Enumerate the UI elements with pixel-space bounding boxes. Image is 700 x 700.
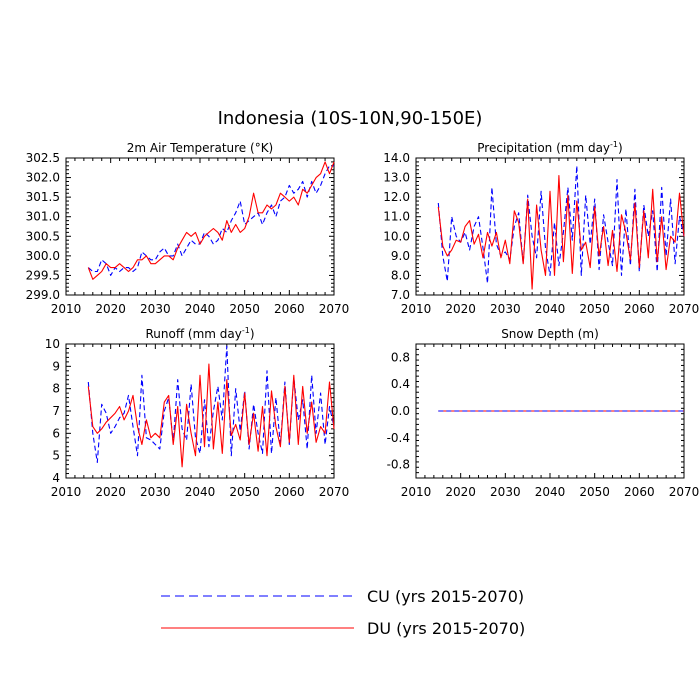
panels: 2m Air Temperature (°K) 2010 2020 2030 2040 2… <box>26 140 700 499</box>
x-tick-label: 2060 <box>624 302 655 316</box>
series-cu-line <box>87 165 334 276</box>
y-tick-label: 5 <box>52 449 60 463</box>
x-tick-label: 2010 <box>51 302 82 316</box>
x-tick-label: 2010 <box>401 302 432 316</box>
panel-title-superscript: -1 <box>242 326 250 335</box>
y-tick-label: 0.4 <box>391 377 410 391</box>
x-tick-label: 2030 <box>490 302 521 316</box>
x-tick-label: 2060 <box>624 485 655 499</box>
x-tick-label: 2070 <box>319 302 350 316</box>
x-tick-label: 2030 <box>490 485 521 499</box>
panel-title-suffix: ) <box>250 327 255 341</box>
plot-frame <box>65 343 335 479</box>
x-tick-label: 2070 <box>319 485 350 499</box>
panel-precipitation: Precipitation (mm day-1) 2010 2020 2030 2040… <box>383 140 699 316</box>
x-tick-label: 2070 <box>669 485 700 499</box>
x-tick-label: 2020 <box>95 302 126 316</box>
y-tick-label: 300.5 <box>26 229 60 243</box>
y-tick-label: 14.0 <box>383 151 410 165</box>
panel-runoff: Runoff (mm day-1) 2010 2020 2030 2040 2050 206… <box>45 326 350 499</box>
x-tick-label: 2060 <box>274 485 305 499</box>
y-tick-label: 0.8 <box>391 350 410 364</box>
y-tick-label: 9.0 <box>391 249 410 263</box>
x-tick-label: 2050 <box>579 302 610 316</box>
panel-snow: Snow Depth (m) 2010 2020 2030 2040 2050 2060 20… <box>387 327 700 499</box>
x-tick-label: 2040 <box>185 302 216 316</box>
figure-title: Indonesia (10S-10N,90-150E) <box>218 108 483 129</box>
y-tick-label: 10 <box>45 337 60 351</box>
y-tick-label: 300.0 <box>26 249 60 263</box>
x-tick-label: 2040 <box>185 485 216 499</box>
x-tick-label: 2050 <box>579 485 610 499</box>
x-tick-label: 2030 <box>140 485 171 499</box>
y-tick-label: 6 <box>52 426 60 440</box>
y-tick-label: -0.8 <box>387 458 410 472</box>
y-tick-label: 7.0 <box>391 288 410 302</box>
panel-title-text: Snow Depth (m) <box>501 327 599 341</box>
x-tick-label: 2040 <box>535 302 566 316</box>
series-du-line <box>87 363 335 468</box>
y-tick-label: 301.5 <box>26 190 60 204</box>
y-tick-label: 302.0 <box>26 171 60 185</box>
series-du-line <box>437 175 685 290</box>
panel-title-runoff: Runoff (mm day-1) <box>145 326 254 341</box>
y-tick-label: 9 <box>52 359 60 373</box>
x-tick-label: 2010 <box>51 485 82 499</box>
panel-title-text: Precipitation (mm day <box>477 141 610 155</box>
x-tick-label: 2020 <box>445 485 476 499</box>
panel-title-text: 2m Air Temperature (°K) <box>127 141 274 155</box>
legend-label-du: DU (yrs 2015-2070) <box>367 619 525 638</box>
panel-title-precipitation: Precipitation (mm day-1) <box>477 140 622 155</box>
y-tick-label: 299.5 <box>26 268 60 282</box>
panel-title-text: Runoff (mm day <box>145 327 241 341</box>
x-tick-label: 2030 <box>140 302 171 316</box>
y-tick-label: 10.0 <box>383 229 410 243</box>
x-tick-label: 2020 <box>95 485 126 499</box>
series-du-line <box>87 161 335 280</box>
y-tick-label: 13.0 <box>383 171 410 185</box>
panel-title-temperature: 2m Air Temperature (°K) <box>127 141 274 155</box>
y-tick-label: 0.0 <box>391 404 410 418</box>
legend: CU (yrs 2015-2070) DU (yrs 2015-2070) <box>161 587 525 638</box>
panel-title-suffix: ) <box>618 141 623 155</box>
y-tick-label: -0.4 <box>387 431 410 445</box>
x-tick-label: 2040 <box>535 485 566 499</box>
y-tick-label: 4 <box>52 471 60 485</box>
y-tick-label: 301.0 <box>26 210 60 224</box>
x-tick-label: 2070 <box>669 302 700 316</box>
x-tick-label: 2020 <box>445 302 476 316</box>
x-tick-label: 2010 <box>401 485 432 499</box>
legend-item-cu: CU (yrs 2015-2070) <box>161 587 524 606</box>
x-tick-label: 2050 <box>229 302 260 316</box>
y-tick-label: 7 <box>52 404 60 418</box>
y-tick-label: 299.0 <box>26 288 60 302</box>
y-tick-label: 11.0 <box>383 210 410 224</box>
plot-frame <box>65 157 335 296</box>
y-tick-label: 8.0 <box>391 268 410 282</box>
legend-label-cu: CU (yrs 2015-2070) <box>367 587 524 606</box>
panel-temperature: 2m Air Temperature (°K) 2010 2020 2030 2040 2… <box>26 141 350 316</box>
x-tick-label: 2060 <box>274 302 305 316</box>
y-tick-label: 8 <box>52 382 60 396</box>
legend-item-du: DU (yrs 2015-2070) <box>161 619 525 638</box>
panel-title-superscript: -1 <box>610 140 618 149</box>
panel-title-snow: Snow Depth (m) <box>501 327 599 341</box>
y-tick-label: 12.0 <box>383 190 410 204</box>
x-tick-label: 2050 <box>229 485 260 499</box>
y-tick-label: 302.5 <box>26 151 60 165</box>
